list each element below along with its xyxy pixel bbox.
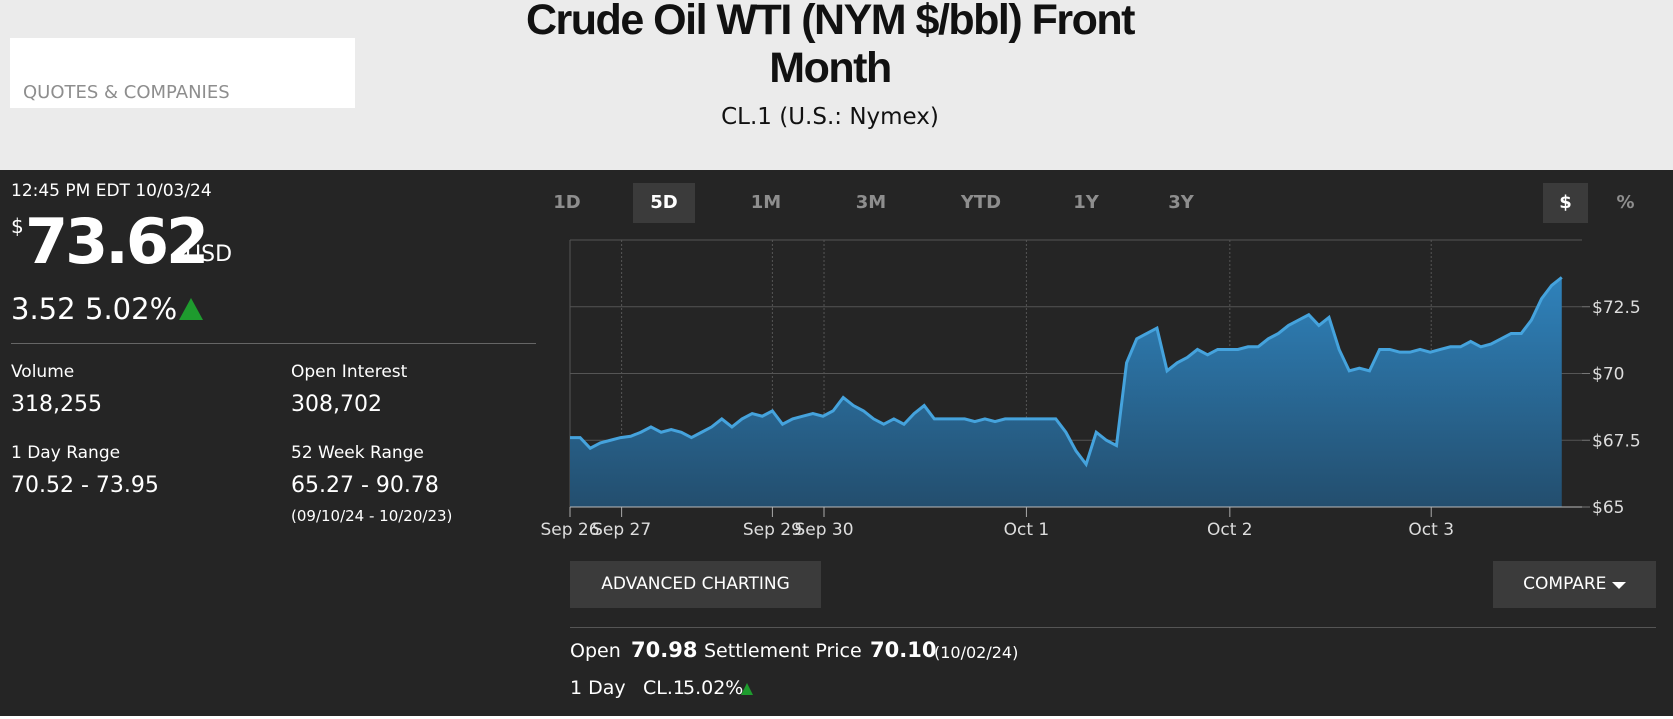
divider bbox=[11, 343, 536, 344]
stat-note: (09/10/24 - 10/20/23) bbox=[291, 507, 453, 525]
stat-value: 308,702 bbox=[291, 392, 382, 417]
range-tab[interactable]: 1Y bbox=[1073, 192, 1099, 213]
advanced-charting-button[interactable]: ADVANCED CHARTING bbox=[570, 561, 821, 608]
range-tab[interactable]: 1D bbox=[553, 192, 581, 213]
stat-label: 52 Week Range bbox=[291, 443, 424, 463]
currency-symbol: $ bbox=[11, 214, 24, 238]
y-tick-label: $67.5 bbox=[1592, 431, 1641, 451]
stat-label: 1 Day Range bbox=[11, 443, 121, 463]
range-tab[interactable]: 1M bbox=[750, 192, 782, 213]
up-arrow bbox=[179, 298, 203, 320]
up-arrow bbox=[741, 683, 753, 695]
y-tick-label: $70 bbox=[1592, 365, 1624, 385]
stat-label: Open Interest bbox=[291, 362, 408, 382]
change-pct: 5.02% bbox=[85, 292, 178, 326]
range-tab[interactable]: 5D bbox=[633, 183, 695, 223]
search-box[interactable]: QUOTES & COMPANIES bbox=[10, 38, 355, 108]
divider bbox=[570, 627, 1656, 628]
y-tick-label: $72.5 bbox=[1592, 298, 1641, 318]
range-tab[interactable]: 3M bbox=[855, 192, 887, 213]
unit-tab[interactable]: $ bbox=[1543, 183, 1588, 223]
x-tick-label: Oct 2 bbox=[1207, 520, 1253, 540]
settlement-value: 70.10 bbox=[870, 638, 937, 662]
currency: USD bbox=[185, 242, 233, 267]
open-value: 70.98 bbox=[631, 638, 698, 662]
compare-label: COMPARE bbox=[1523, 574, 1607, 594]
range-tab[interactable]: YTD bbox=[960, 192, 1002, 213]
unit-tab[interactable]: % bbox=[1616, 192, 1635, 213]
section-label: QUOTES & COMPANIES bbox=[23, 82, 230, 103]
day-label: 1 Day bbox=[570, 677, 626, 699]
stat-value: 65.27 - 90.78 bbox=[291, 473, 439, 498]
settlement-date: (10/02/24) bbox=[934, 643, 1019, 662]
stat-label: Volume bbox=[11, 362, 75, 382]
subtitle: CL.1 (U.S.: Nymex) bbox=[721, 104, 939, 130]
compare-button[interactable]: COMPARE bbox=[1493, 561, 1656, 608]
price: 73.62 bbox=[25, 205, 209, 278]
day-symbol: CL.1 bbox=[643, 677, 685, 699]
stat-value: 318,255 bbox=[11, 392, 102, 417]
page-title: Crude Oil WTI (NYM $/bbl) Front Month bbox=[526, 0, 1136, 92]
stat-value: 70.52 - 73.95 bbox=[11, 473, 159, 498]
x-tick-label: Oct 1 bbox=[1004, 520, 1050, 540]
x-tick-label: Sep 26 bbox=[540, 520, 599, 540]
settlement-label: Settlement Price bbox=[704, 640, 862, 662]
x-tick-label: Sep 30 bbox=[794, 520, 853, 540]
area bbox=[570, 277, 1562, 507]
range-tab[interactable]: 3Y bbox=[1168, 192, 1194, 213]
day-change: 5.02% bbox=[683, 677, 744, 699]
dropdown-caret bbox=[1611, 582, 1626, 589]
x-tick-label: Oct 3 bbox=[1408, 520, 1454, 540]
x-tick-label: Sep 29 bbox=[743, 520, 802, 540]
change: 3.52 bbox=[11, 292, 76, 326]
open-label: Open bbox=[570, 640, 621, 662]
x-tick-label: Sep 27 bbox=[592, 520, 651, 540]
price-line bbox=[570, 276, 1563, 468]
timestamp: 12:45 PM EDT 10/03/24 bbox=[11, 181, 212, 201]
header: QUOTES & COMPANIES Crude Oil WTI (NYM $/… bbox=[0, 0, 1673, 170]
y-tick-label: $65 bbox=[1592, 498, 1624, 518]
